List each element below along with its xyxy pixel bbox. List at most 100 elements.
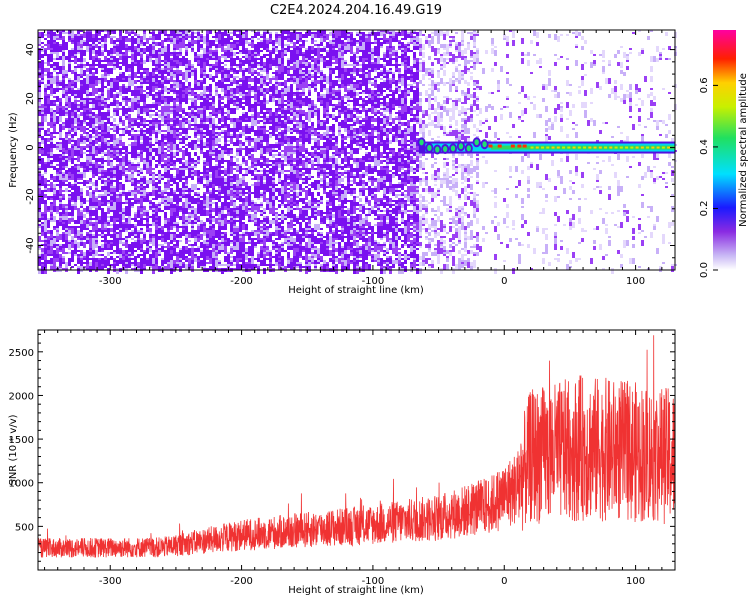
spectrogram-cell	[113, 86, 116, 88]
spectrogram-cell	[122, 244, 125, 246]
spectrogram-cell	[65, 32, 68, 34]
spectrogram-cell	[146, 136, 149, 142]
spectrogram-cell	[137, 134, 140, 136]
spectrogram-cell	[140, 178, 143, 184]
spectrogram-cell	[62, 30, 65, 32]
spectrogram-cell	[257, 264, 260, 266]
spectrogram-cell	[65, 150, 68, 154]
spectrogram-cell	[248, 128, 251, 134]
spectrogram-cell	[107, 234, 110, 236]
spectrogram-cell	[125, 180, 128, 182]
spectrogram-cell	[221, 184, 224, 186]
spectrogram-cell	[107, 216, 110, 218]
spectrogram-cell	[230, 208, 233, 210]
spectrogram-cell	[233, 176, 236, 182]
spectrogram-cell	[212, 110, 215, 114]
spectrogram-cell	[179, 250, 182, 254]
spectrogram-cell	[188, 36, 191, 38]
spectrogram-cell	[62, 78, 65, 80]
spectrogram-cell	[89, 38, 92, 42]
spectrogram-cell	[107, 30, 110, 32]
spectrogram-cell	[200, 238, 203, 240]
spectrogram-cell	[191, 246, 194, 248]
spectrogram-cell	[227, 144, 230, 146]
spectrogram-cell	[233, 58, 236, 64]
spectrogram-cell	[194, 92, 197, 94]
spectrogram-cell	[89, 182, 92, 184]
spectrogram-cell	[146, 58, 149, 62]
spectrogram-cell	[185, 138, 188, 140]
spectrogram-cell	[236, 220, 239, 222]
spectrogram-cell	[92, 262, 95, 268]
spectrogram-cell	[230, 74, 233, 78]
spectrogram-cell	[182, 222, 185, 224]
spectrogram-cell	[254, 44, 257, 50]
spectrogram-cell	[122, 98, 125, 100]
spectrogram-cell	[257, 194, 260, 198]
spectrogram-cell	[251, 80, 254, 82]
spectrogram-cell	[77, 196, 80, 200]
spectrogram-cell	[233, 256, 236, 258]
spectrogram-cell	[68, 80, 71, 82]
spectrogram-cell	[188, 252, 191, 256]
spectrogram-cell	[56, 206, 59, 212]
spectrogram-cell	[161, 260, 164, 262]
spectrogram-cell	[50, 156, 53, 158]
spectrogram-cell	[92, 148, 95, 154]
spectrogram-cell	[200, 142, 203, 144]
spectrogram-cell	[194, 232, 197, 234]
spectrogram-cell	[107, 230, 110, 236]
spectrogram-cell	[185, 240, 188, 244]
spectrogram-cell	[230, 94, 233, 96]
spectrogram-cell	[194, 184, 197, 190]
spectrogram-cell	[209, 168, 212, 170]
spectrogram-cell	[188, 34, 191, 36]
spectrogram-cell	[245, 104, 248, 106]
spectrogram-cell	[74, 116, 77, 118]
spectrogram-cell	[203, 114, 206, 118]
spectrogram-cell	[185, 188, 188, 190]
spectrogram-cell	[194, 210, 197, 214]
spectrogram-cell	[194, 76, 197, 80]
spectrogram-cell	[53, 62, 56, 68]
spectrogram-cell	[185, 222, 188, 226]
spectrogram-cell	[185, 70, 188, 74]
spectrogram-cell	[80, 74, 83, 76]
spectrogram-cell	[239, 212, 242, 214]
spectrogram-cell	[200, 96, 203, 98]
spectrogram-cell	[101, 266, 104, 270]
spectrogram-cell	[59, 186, 62, 188]
spectrogram-cell	[125, 224, 128, 228]
spectrogram-cell	[230, 92, 233, 94]
spectrogram-cell	[233, 70, 236, 72]
spectrogram-cell	[89, 54, 92, 56]
spectrogram-cell	[173, 240, 176, 242]
spectrogram-cell	[230, 138, 233, 144]
spectrogram-cell	[155, 34, 158, 40]
spectrogram-cell	[116, 172, 119, 174]
spectrogram-cell	[128, 200, 131, 202]
spectrogram-cell	[245, 56, 248, 58]
spectrogram-cell	[140, 150, 143, 152]
spectrogram-cell	[65, 244, 68, 246]
spectrogram-cell	[239, 32, 242, 34]
spectrogram-cell	[233, 232, 236, 234]
spectrogram-cell	[209, 190, 212, 192]
spectrogram-cell	[134, 218, 137, 220]
spectrogram-cell	[116, 62, 119, 68]
spectrogram-cell	[107, 168, 110, 170]
spectrogram-cell	[164, 174, 167, 178]
spectrogram-cell	[197, 34, 200, 36]
spectrogram-cell	[227, 118, 230, 120]
spectrogram-cell	[107, 36, 110, 38]
spectrogram-cell	[62, 86, 65, 88]
spectrogram-cell	[116, 178, 119, 184]
spectrogram-cell	[176, 146, 179, 150]
spectrogram-cell	[179, 192, 182, 194]
spectrogram-cell	[143, 198, 146, 202]
spectrogram-cell	[104, 60, 107, 62]
spectrogram-cell	[170, 110, 173, 112]
spectrogram-cell	[104, 76, 107, 78]
spectrogram-cell	[158, 154, 161, 156]
spectrogram-cell	[143, 178, 146, 184]
